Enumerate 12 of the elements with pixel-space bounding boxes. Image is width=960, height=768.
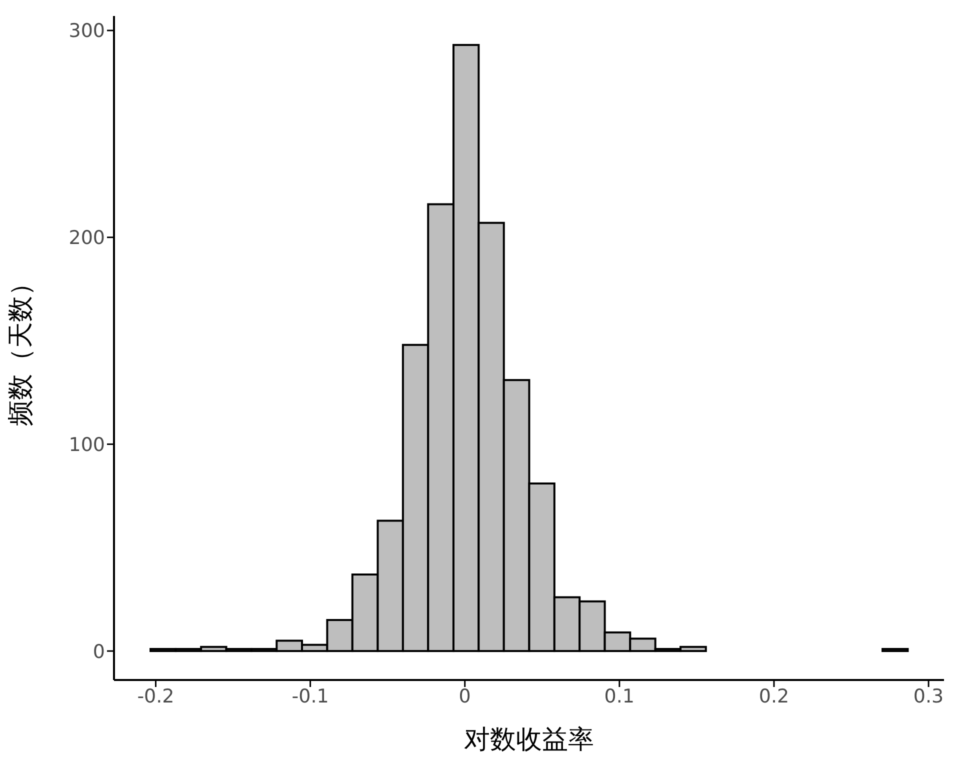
- x-axis-title: 对数收益率: [464, 725, 594, 755]
- x-tick-label: -0.1: [292, 685, 329, 708]
- y-tick-label: 200: [68, 227, 105, 250]
- y-axis-title: 频数（天数）: [6, 270, 36, 426]
- x-tick-label: 0.3: [913, 685, 944, 708]
- y-tick-label: 0: [92, 640, 105, 663]
- y-tick-label: 100: [68, 434, 105, 456]
- y-tick-label: 300: [68, 20, 105, 42]
- x-tick-label: 0.2: [758, 685, 790, 708]
- x-tick-label: 0.1: [604, 685, 635, 708]
- x-tick-label: -0.2: [137, 685, 174, 708]
- x-tick-label: 0: [458, 685, 471, 708]
